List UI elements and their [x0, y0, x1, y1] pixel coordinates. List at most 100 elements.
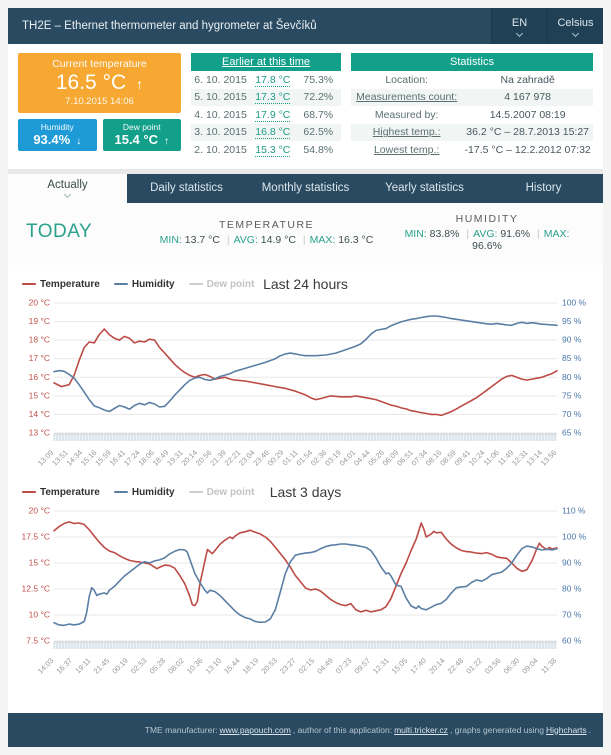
svg-text:08:02: 08:02 [166, 656, 186, 676]
svg-text:95 %: 95 % [562, 316, 582, 326]
temperature-summary: TEMPERATURE MIN: 13.7 °C | AVG: 14.9 °C |… [144, 219, 389, 246]
statistics-label: Measured by: [351, 109, 462, 121]
value-separator: | [466, 227, 470, 240]
app-title: TH2E – Ethernet thermometer and hygromet… [22, 20, 317, 32]
chart-canvas[interactable]: 20 °C 19 °C 18 °C 17 °C 16 °C 15 °C 14 °C 13 °C… [16, 295, 595, 473]
statistics-label[interactable]: Lowest temp.: [351, 144, 462, 156]
current-temperature-title: Current temperature [52, 58, 147, 70]
svg-text:18:19: 18:19 [241, 656, 261, 676]
footer-text: , graphs generated using [449, 724, 544, 735]
statistics-label-text[interactable]: Highest temp.: [372, 126, 441, 139]
svg-text:13:56: 13:56 [539, 448, 559, 468]
statistics-value: Na zahradě [500, 73, 555, 86]
tab-label: History [525, 182, 562, 194]
earlier-temperature[interactable]: 16.8 °C [250, 126, 295, 140]
footer-link[interactable]: multi.tricker.cz [394, 724, 448, 735]
chart-canvas[interactable]: 20 °C 17.5 °C 15 °C 12.5 °C 10 °C 7.5 °C 110 %… [16, 503, 595, 681]
legend-item-temperature[interactable]: Temperature [22, 279, 100, 290]
earlier-date: 3. 10. 2015 [194, 126, 247, 139]
svg-text:16 °C: 16 °C [29, 371, 50, 381]
legend-label: Humidity [131, 278, 175, 290]
unit-selector[interactable]: Celsius [547, 8, 603, 44]
earlier-row: 6. 10. 2015 17.8 °C 75.3% [191, 71, 341, 89]
humidity-card-label: Humidity [40, 122, 74, 132]
statistics-row: Location: Na zahradě [351, 71, 593, 89]
legend-dash-icon [188, 283, 203, 285]
statistics-table-header: Statistics [351, 53, 593, 71]
tab-monthly-statistics[interactable]: Monthly statistics [246, 174, 365, 203]
tab-daily-statistics[interactable]: Daily statistics [127, 174, 246, 203]
svg-text:13 °C: 13 °C [29, 427, 50, 437]
legend-label: Dew point [206, 278, 255, 290]
stat-value: 83.8% [429, 227, 463, 240]
tab-actually[interactable]: Actually [8, 173, 127, 203]
footer-link[interactable]: Highcharts [545, 724, 587, 735]
tab-yearly-statistics[interactable]: Yearly statistics [365, 174, 484, 203]
statistics-value: 14.5.2007 08:19 [489, 108, 566, 121]
svg-text:14:03: 14:03 [36, 656, 56, 676]
statistics-label-text[interactable]: Measurements count: [356, 91, 458, 104]
humidity-summary: HUMIDITY MIN: 83.8% | AVG: 91.6% | MAX: 96… [389, 213, 585, 252]
tab-label: Actually [47, 179, 88, 191]
legend-item-temperature[interactable]: Temperature [22, 487, 100, 498]
trend-up-icon: ↑ [136, 76, 144, 92]
earlier-table-rows: 6. 10. 2015 17.8 °C 75.3% 5. 10. 2015 17.3 °… [191, 71, 341, 159]
legend-item-humidity[interactable]: Humidity [113, 487, 175, 498]
earlier-temperature[interactable]: 17.8 °C [250, 73, 295, 87]
legend-dash-icon [113, 491, 128, 493]
footer-link[interactable]: www.papouch.com [219, 724, 291, 735]
app-header: TH2E – Ethernet thermometer and hygromet… [8, 8, 603, 44]
statistics-label[interactable]: Highest temp.: [351, 126, 462, 138]
stat-value: 96.6% [472, 239, 502, 252]
language-selector[interactable]: EN [491, 8, 547, 44]
legend-dash-icon [113, 283, 128, 285]
statistics-label: Location: [351, 74, 462, 86]
earlier-table-header: Earlier at this time [191, 53, 341, 71]
earlier-temperature[interactable]: 17.9 °C [250, 108, 295, 122]
earlier-temperature-value[interactable]: 16.8 °C [255, 126, 291, 140]
statistics-label-text: Measured by: [374, 108, 439, 121]
section-divider [8, 168, 603, 174]
chart-header: Temperature Humidity Dew point Last 24 hou… [16, 276, 595, 294]
svg-text:15:05: 15:05 [390, 656, 410, 676]
svg-text:17 °C: 17 °C [29, 353, 50, 363]
mini-cards-row: Humidity 93.4% ↓ Dew point 15.4 °C ↑ [18, 119, 181, 151]
svg-text:85 %: 85 % [562, 353, 582, 363]
svg-text:60 %: 60 % [562, 635, 582, 645]
svg-text:110 %: 110 % [562, 505, 586, 515]
page: TH2E – Ethernet thermometer and hygromet… [8, 8, 603, 747]
svg-text:70 %: 70 % [562, 609, 582, 619]
svg-text:20 °C: 20 °C [29, 297, 50, 307]
svg-text:01:22: 01:22 [464, 656, 484, 676]
earlier-temperature-value[interactable]: 17.9 °C [255, 108, 291, 122]
footer-text: . [588, 724, 591, 735]
earlier-temperature-value[interactable]: 15.3 °C [255, 143, 291, 157]
svg-text:80 %: 80 % [562, 583, 582, 593]
legend-dash-icon [22, 283, 36, 285]
statistics-row: Lowest temp.: -17.5 °C – 12.2.2012 07:32 [351, 141, 593, 159]
legend-item-humidity[interactable]: Humidity [113, 278, 175, 290]
language-label: EN [511, 16, 528, 29]
statistics-row: Measurements count: 4 167 978 [351, 88, 593, 106]
statistics-label-text[interactable]: Lowest temp.: [373, 143, 440, 156]
tab-history[interactable]: History [484, 174, 603, 203]
earlier-temperature[interactable]: 17.3 °C [250, 91, 295, 105]
earlier-row: 4. 10. 2015 17.9 °C 68.7% [191, 106, 341, 124]
legend-item-dew-point[interactable]: Dew point [188, 278, 255, 290]
earlier-temperature[interactable]: 15.3 °C [250, 143, 295, 157]
chevron-down-icon [63, 190, 72, 199]
current-temperature-timestamp: 7.10.2015 14:06 [65, 96, 134, 107]
svg-text:21:45: 21:45 [92, 656, 112, 676]
humidity-summary-title: HUMIDITY [455, 212, 519, 225]
legend-item-dew-point[interactable]: Dew point [188, 487, 254, 498]
earlier-temperature-value[interactable]: 17.8 °C [255, 73, 291, 87]
svg-text:11:38: 11:38 [539, 656, 558, 675]
svg-text:09:04: 09:04 [520, 656, 540, 676]
svg-text:13:10: 13:10 [203, 656, 223, 676]
statistics-label[interactable]: Measurements count: [351, 91, 462, 103]
earlier-row: 3. 10. 2015 16.8 °C 62.5% [191, 123, 341, 141]
chart-title: Last 24 hours [263, 275, 348, 292]
earlier-temperature-value[interactable]: 17.3 °C [255, 91, 291, 105]
svg-text:20:53: 20:53 [259, 656, 279, 676]
humidity-card: Humidity 93.4% ↓ [18, 119, 97, 151]
